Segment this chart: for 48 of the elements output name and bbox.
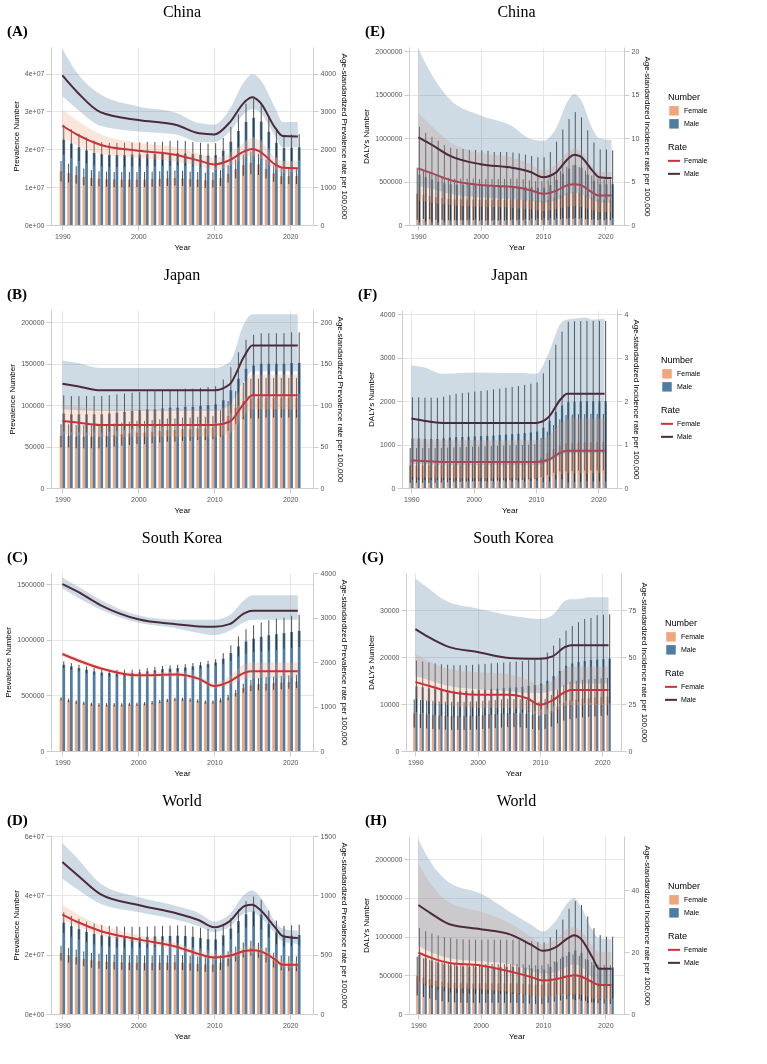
y-axis-title: Prevalence Number: [4, 626, 14, 698]
y2-axis-title: Age-standardized Prevalence rate per 100,000: [340, 53, 350, 220]
text: Number: [668, 880, 701, 891]
y2-axis-title: Age-standardized Incidence rate per 100,000: [643, 56, 653, 218]
text: Rate: [661, 404, 681, 415]
text: (B): [7, 286, 27, 303]
chart-title: Japan: [163, 266, 201, 284]
text: Rate: [665, 667, 685, 678]
y-axis-title: Prevalence Number: [11, 100, 21, 172]
chart-title: Japan: [491, 266, 528, 284]
x-axis-title: Year: [174, 242, 191, 252]
y-axis-title: DALYs Number: [362, 897, 372, 953]
x-axis-title: Year: [174, 1031, 191, 1041]
chart-title: China: [162, 3, 202, 20]
x-axis-title: Year: [174, 768, 191, 778]
y-axis-title: DALYs Number: [362, 108, 372, 164]
x-axis-title: Year: [501, 505, 519, 515]
text: (C): [7, 549, 28, 566]
y-axis-title: DALYs Number: [367, 634, 377, 690]
text: (D): [7, 812, 28, 829]
text: Number: [661, 354, 694, 365]
y-axis-title: Prevalence Number: [8, 363, 18, 435]
x-axis-title: Year: [174, 505, 191, 515]
y-axis-title: DALYs Number: [366, 371, 376, 427]
text: Number: [668, 91, 701, 102]
chart-title: South Korea: [473, 529, 554, 546]
text: (H): [365, 812, 387, 829]
text: (E): [365, 23, 385, 40]
chart-title: South Korea: [141, 529, 223, 546]
text: (A): [7, 23, 28, 40]
text: Rate: [668, 141, 688, 152]
x-axis-title: Year: [505, 768, 523, 778]
text: (G): [362, 549, 384, 566]
y2-axis-title: Age-standardized Incidence rate per 100,000: [640, 582, 650, 744]
text: (F): [358, 286, 378, 303]
y2-axis-title: Age-standardized Incidence rate per 100,000: [632, 319, 642, 481]
text: Number: [665, 617, 698, 628]
chart-title: World: [496, 792, 537, 809]
x-axis-title: Year: [508, 1031, 526, 1041]
text: Rate: [668, 930, 688, 941]
y2-axis-title: Age-standardized Prevalence rate per 100,000: [336, 316, 346, 483]
chart-title: World: [162, 792, 202, 809]
y2-axis-title: Age-standardized Prevalence rate per 100,000: [340, 842, 350, 1009]
y2-axis-title: Age-standardized Prevalence rate per 100,000: [340, 579, 350, 746]
y2-axis-title: Age-standardized Incidence rate per 100,000: [643, 845, 653, 1007]
y-axis-title: Prevalence Number: [11, 889, 21, 961]
chart-title: China: [497, 3, 536, 20]
x-axis-title: Year: [508, 242, 526, 252]
